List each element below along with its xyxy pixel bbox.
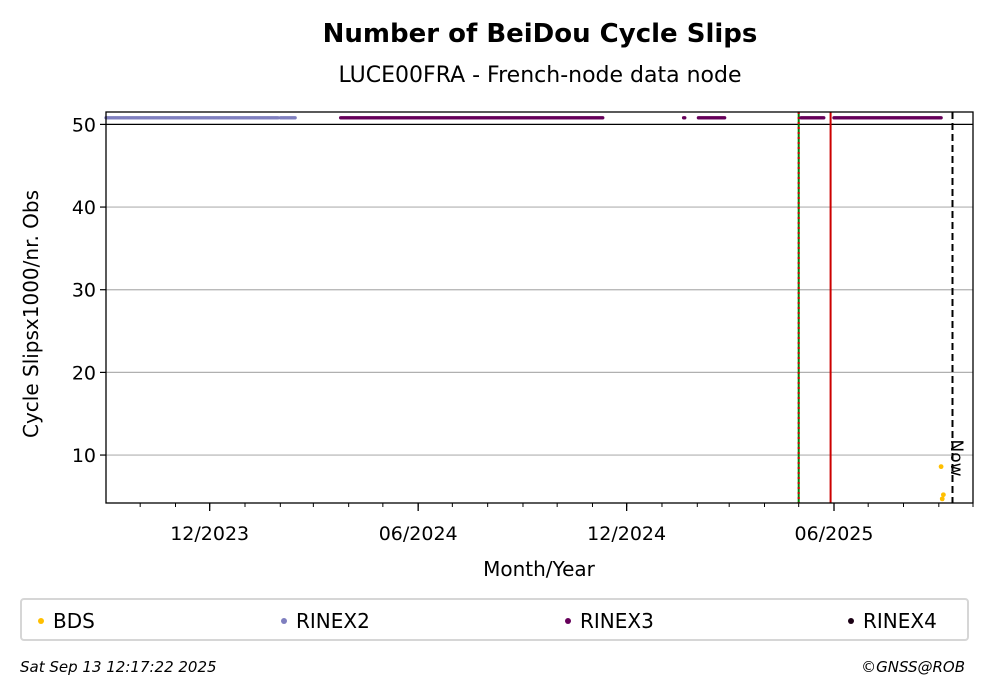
chart-subtitle: LUCE00FRA - French-node data node [339,63,742,88]
x-tick-label-0: 12/2023 [170,523,249,545]
x-tick-label-3: 06/2025 [795,523,874,545]
point-rinex3 [601,116,605,120]
legend-item-rinex4: RINEX4 [848,610,937,632]
x-tick-label-2: 12/2024 [587,523,666,545]
x-axis-label: Month/Year [483,557,596,581]
y-axis-label: Cycle Slipsx1000/nr. Obs [19,190,43,438]
y-tick-label-20: 20 [72,362,96,384]
point-bds [939,496,945,502]
point-rinex3 [939,116,943,120]
grid-lines [106,123,973,456]
legend-item-rinex3: RINEX3 [565,610,654,632]
x-tick-label-1: 06/2024 [379,523,458,545]
point-rinex3 [822,116,826,120]
legend-item-rinex2: RINEX2 [281,610,370,632]
point-rinex2 [293,116,297,120]
now-label: Now [946,439,966,476]
legend-marker-rinex4 [848,617,854,624]
point-rinex3 [683,116,687,120]
vertical-markers [797,112,954,503]
footer-timestamp: Sat Sep 13 12:17:22 2025 [20,658,217,676]
y-tick-label-10: 10 [72,445,96,467]
plot-area-frame [105,111,974,504]
legend-marker-rinex3 [565,617,571,624]
y-tick-label-50: 50 [72,114,96,136]
legend-label-rinex4: RINEX4 [863,609,937,633]
legend-label-bds: BDS [53,609,95,633]
data-points [104,116,946,502]
y-tick-label-40: 40 [72,197,96,219]
point-bds [938,464,944,470]
point-bds [940,492,946,498]
chart-title: Number of BeiDou Cycle Slips [323,19,758,49]
legend-marker-bds [38,617,44,624]
legend-label-rinex3: RINEX3 [580,609,654,633]
point-rinex3 [722,116,727,120]
legend-marker-rinex2 [281,617,287,624]
cycle-slips-chart: Number of BeiDou Cycle Slips LUCE00FRA -… [19,19,974,581]
legend: BDS RINEX2 RINEX3 RINEX4 [20,598,969,641]
legend-item-bds: BDS [38,610,95,632]
footer-credit: ©GNSS@ROB [861,658,965,676]
y-axis: 10 20 30 40 50 [72,114,106,467]
x-axis: 12/2023 06/2024 12/2024 06/2025 [139,503,974,545]
y-tick-label-30: 30 [72,280,96,302]
legend-label-rinex2: RINEX2 [296,609,370,633]
